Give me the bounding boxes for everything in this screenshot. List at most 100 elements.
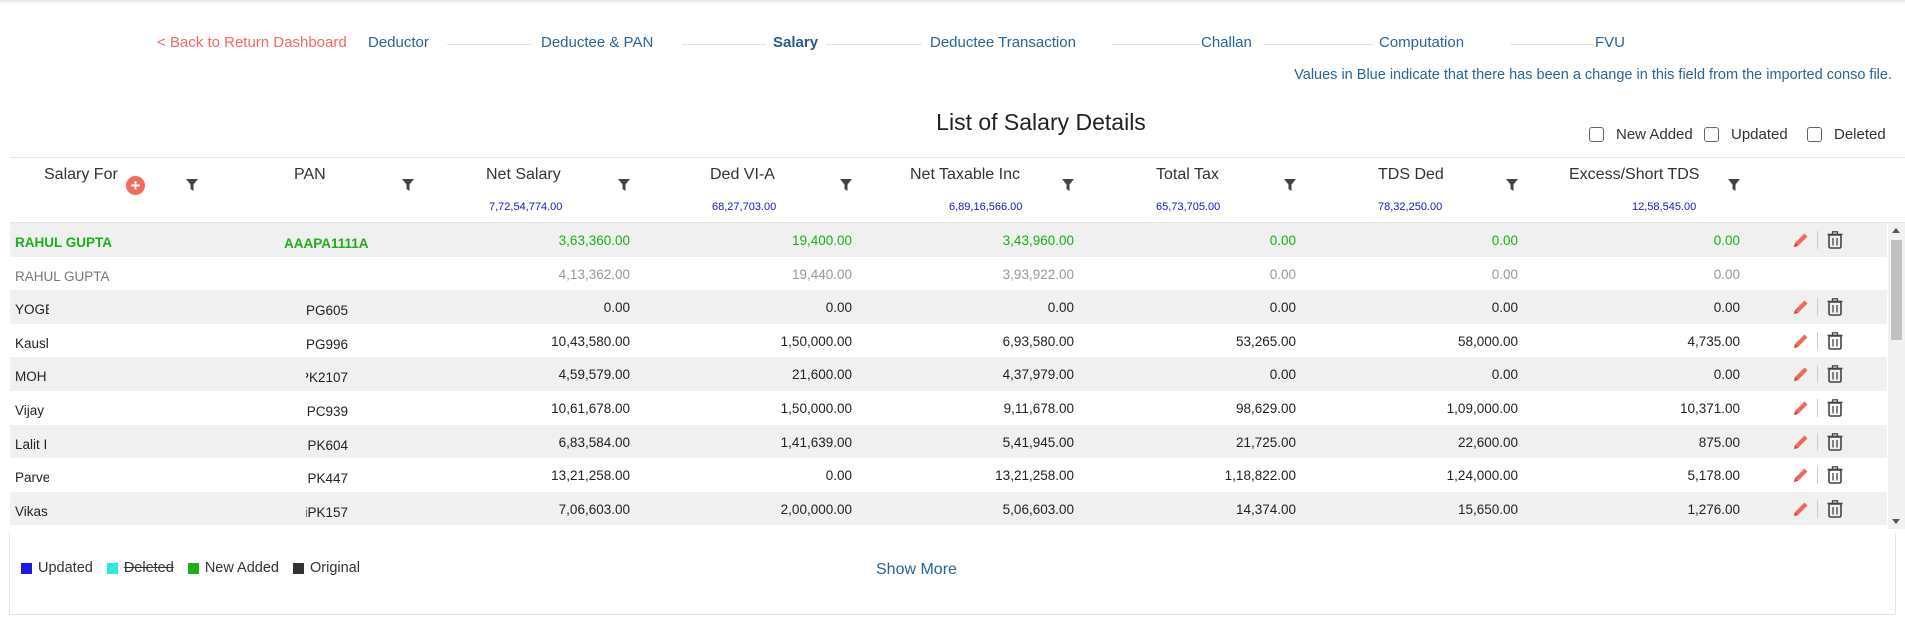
step-deductor[interactable]: Deductor <box>368 34 429 51</box>
new-added-checkbox[interactable] <box>1589 127 1604 142</box>
filter-funnel-icon[interactable] <box>1062 179 1074 192</box>
table-scrollbar[interactable] <box>1888 223 1905 529</box>
col-excess-short-label: Excess/Short TDS <box>1569 166 1700 183</box>
edit-pencil-icon[interactable] <box>1791 297 1811 317</box>
step-fvu[interactable]: FVU <box>1595 34 1625 51</box>
delete-trash-icon[interactable] <box>1825 331 1845 351</box>
excess-short-cell: 4,735.00 <box>1687 333 1740 349</box>
ded-via-cell: 19,440.00 <box>791 266 852 282</box>
total-tax-cell: 1,18,822.00 <box>1224 468 1296 484</box>
table-row[interactable]: YOGE PG605 0.00 0.00 0.00 0.00 0.00 0.00 <box>10 290 1887 324</box>
ded-via-cell: 19,400.00 <box>791 233 852 248</box>
filter-deleted[interactable]: Deleted <box>1807 126 1886 143</box>
filter-funnel-icon[interactable] <box>618 179 630 192</box>
delete-trash-icon[interactable] <box>1825 297 1845 317</box>
step-deductee-pan[interactable]: Deductee & PAN <box>541 34 654 51</box>
filter-funnel-icon[interactable] <box>186 179 198 192</box>
delete-trash-icon[interactable] <box>1825 432 1845 452</box>
table-row[interactable]: RAHUL GUPTA AAAPA1111A 3,63,360.00 19,40… <box>10 223 1887 257</box>
col-net-taxable-label: Net Taxable Inc <box>910 166 1020 183</box>
net-salary-cell: 4,13,362.00 <box>558 266 630 282</box>
filter-new-added[interactable]: New Added <box>1589 126 1693 143</box>
step-connector <box>826 44 922 45</box>
excess-short-cell: 0.00 <box>1713 233 1740 248</box>
salary-for-cell: Parve <box>15 470 49 486</box>
legend-label: Original <box>309 560 360 576</box>
filter-funnel-icon[interactable] <box>402 179 414 192</box>
deleted-checkbox[interactable] <box>1807 127 1822 142</box>
table-row[interactable]: MOH PK2107 4,59,579.00 21,600.00 4,37,97… <box>10 357 1887 391</box>
total-tax-cell: 98,629.00 <box>1235 400 1296 416</box>
step-computation[interactable]: Computation <box>1379 34 1465 51</box>
step-salary[interactable]: Salary <box>773 34 819 51</box>
salary-for-cell: Vikas <box>15 503 48 519</box>
net-taxable-cell: 6,93,580.00 <box>1002 333 1074 349</box>
table-body: RAHUL GUPTA AAAPA1111A 3,63,360.00 19,40… <box>10 223 1887 529</box>
col-salary-for-label: Salary For <box>44 166 118 183</box>
edit-pencil-icon[interactable] <box>1791 432 1811 452</box>
table-row[interactable]: Vikas iPK157 7,06,603.00 2,00,000.00 5,0… <box>10 491 1887 526</box>
delete-trash-icon[interactable] <box>1825 465 1845 485</box>
filter-funnel-icon[interactable] <box>1728 179 1740 192</box>
pan-cell: PG996 <box>306 336 348 352</box>
tds-ded-total: 78,32,250.00 <box>1378 201 1443 213</box>
add-salary-button[interactable]: + <box>126 176 145 195</box>
ded-via-cell: 0.00 <box>825 300 852 316</box>
filter-funnel-icon[interactable] <box>1506 179 1518 192</box>
scroll-thumb[interactable] <box>1891 240 1902 340</box>
legend-updated: Updated <box>21 560 93 576</box>
total-tax-cell: 0.00 <box>1269 266 1296 282</box>
excess-short-cell: 0.00 <box>1713 300 1740 316</box>
table-row[interactable]: Lalit I PK604 6,83,584.00 1,41,639.00 5,… <box>10 424 1887 459</box>
edit-pencil-icon[interactable] <box>1791 465 1811 485</box>
legend-swatch <box>292 562 304 574</box>
legend-original: Original <box>292 560 360 576</box>
net-taxable-cell: 13,21,258.00 <box>995 468 1074 484</box>
legend-label: Updated <box>38 560 93 576</box>
color-legend: Updated Deleted New Added Original <box>21 560 374 576</box>
scroll-up-arrow-icon[interactable] <box>1892 228 1900 233</box>
legend-swatch <box>21 562 32 574</box>
pan-cell: PK604 <box>307 437 348 453</box>
salary-for-cell: Lalit I <box>15 436 48 452</box>
step-challan[interactable]: Challan <box>1201 34 1252 51</box>
col-pan-label: PAN <box>294 166 326 183</box>
table-row[interactable]: Vijay IPC939 10,61,678.00 1,50,000.00 9,… <box>10 391 1887 425</box>
delete-trash-icon[interactable] <box>1825 398 1845 418</box>
total-tax-cell: 53,265.00 <box>1235 333 1296 349</box>
net-taxable-cell: 5,06,603.00 <box>1002 501 1074 517</box>
tds-ded-cell: 15,650.00 <box>1457 501 1518 517</box>
delete-trash-icon[interactable] <box>1825 364 1845 384</box>
action-separator <box>1817 466 1818 485</box>
scroll-down-arrow-icon[interactable] <box>1892 519 1900 524</box>
edit-pencil-icon[interactable] <box>1791 331 1811 351</box>
legend-new-added: New Added <box>187 560 279 576</box>
back-to-dashboard-link[interactable]: < Back to Return Dashboard <box>157 34 347 51</box>
updated-checkbox[interactable] <box>1704 127 1719 142</box>
step-nav: < Back to Return Dashboard Deductor Dedu… <box>0 32 1905 54</box>
salary-for-cell: YOGE <box>15 302 49 318</box>
net-salary-cell: 7,06,603.00 <box>558 501 630 517</box>
net-salary-cell: 13,21,258.00 <box>551 468 630 484</box>
table-row[interactable]: Kausl PG996 10,43,580.00 1,50,000.00 6,9… <box>10 324 1887 358</box>
filter-funnel-icon[interactable] <box>1284 179 1296 192</box>
step-connector <box>1263 44 1373 45</box>
edit-pencil-icon[interactable] <box>1791 398 1811 418</box>
edit-pencil-icon[interactable] <box>1791 230 1811 250</box>
filter-updated[interactable]: Updated <box>1704 126 1788 143</box>
net-salary-total: 7,72,54,774.00 <box>489 201 563 213</box>
step-deductee-transaction[interactable]: Deductee Transaction <box>930 34 1076 51</box>
edit-pencil-icon[interactable] <box>1791 364 1811 384</box>
ded-via-cell: 1,50,000.00 <box>780 333 852 349</box>
tds-ded-cell: 0.00 <box>1491 367 1518 383</box>
table-row[interactable]: Parve PK447 13,21,258.00 0.00 13,21,258.… <box>10 458 1887 492</box>
delete-trash-icon[interactable] <box>1825 499 1845 519</box>
excess-short-cell: 0.00 <box>1713 266 1740 282</box>
net-salary-cell: 10,61,678.00 <box>551 400 630 416</box>
show-more-link[interactable]: Show More <box>876 561 957 578</box>
delete-trash-icon[interactable] <box>1825 230 1845 250</box>
excess-short-total: 12,58,545.00 <box>1632 201 1697 213</box>
edit-pencil-icon[interactable] <box>1791 499 1811 519</box>
net-salary-cell: 4,59,579.00 <box>558 367 630 383</box>
filter-funnel-icon[interactable] <box>840 179 852 192</box>
